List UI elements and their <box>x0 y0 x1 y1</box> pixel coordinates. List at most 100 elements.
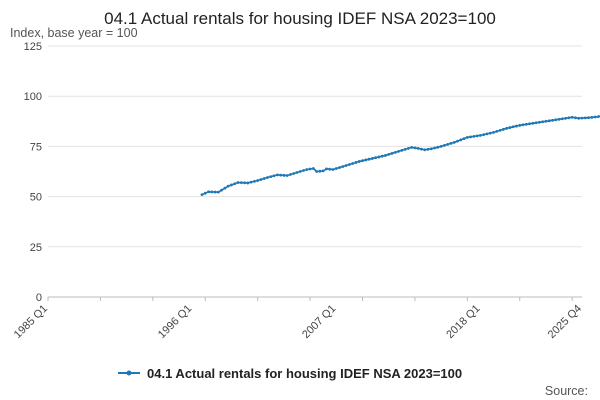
data-point <box>364 158 368 162</box>
data-point <box>462 137 466 141</box>
data-point <box>256 179 260 182</box>
x-tick-label: 1996 Q1 <box>156 303 194 341</box>
data-point <box>544 119 548 123</box>
data-point <box>439 145 443 148</box>
data-point <box>429 147 433 151</box>
data-point <box>203 191 207 195</box>
x-tick-label: 2007 Q1 <box>300 303 338 341</box>
data-point <box>226 184 230 188</box>
data-point <box>387 153 391 156</box>
data-point <box>325 167 328 171</box>
data-point <box>449 141 453 145</box>
chart-subtitle: Index, base year = 100 <box>10 26 138 40</box>
data-point <box>269 175 273 179</box>
data-point <box>446 142 450 146</box>
data-point <box>560 117 564 121</box>
data-point <box>406 147 410 150</box>
y-tick-label: 25 <box>30 242 42 254</box>
data-point <box>243 181 246 185</box>
data-point <box>488 131 492 135</box>
data-point <box>574 116 577 120</box>
data-point <box>302 169 305 172</box>
data-point <box>475 134 479 138</box>
data-point <box>367 157 371 161</box>
y-axis-ticks: 0 25 50 75 100 125 <box>24 41 42 304</box>
data-point <box>384 154 387 157</box>
data-point <box>311 167 315 170</box>
data-point <box>538 120 541 124</box>
data-point <box>285 174 289 177</box>
data-point <box>233 182 237 186</box>
data-point <box>495 129 499 133</box>
data-point <box>452 140 456 144</box>
data-point <box>338 166 341 169</box>
data-point <box>472 134 476 138</box>
data-point <box>279 173 282 177</box>
data-point <box>518 123 522 127</box>
data-point <box>515 124 518 128</box>
data-point <box>216 190 220 194</box>
data-point <box>547 119 551 123</box>
data-point <box>262 177 266 180</box>
data-point <box>590 115 594 119</box>
data-point <box>207 190 210 194</box>
legend-dot-marker <box>126 370 132 376</box>
data-point <box>305 168 309 171</box>
series-line <box>201 114 600 196</box>
data-point <box>587 116 590 120</box>
chart-title: 04.1 Actual rentals for housing IDEF NSA… <box>104 9 496 28</box>
data-point <box>433 146 436 150</box>
data-point <box>485 132 489 136</box>
data-point <box>266 176 269 179</box>
data-point <box>508 126 512 129</box>
data-point <box>236 181 240 184</box>
data-point <box>420 147 423 151</box>
source-label: Source: <box>545 384 588 398</box>
data-point <box>298 170 302 173</box>
data-point <box>459 138 463 142</box>
data-point <box>351 162 355 165</box>
data-point <box>230 183 233 187</box>
data-point <box>272 174 276 178</box>
data-point <box>400 149 404 152</box>
data-point <box>334 167 338 170</box>
data-point <box>456 139 459 143</box>
y-tick-label: 75 <box>30 141 42 153</box>
data-point <box>220 188 224 192</box>
data-point <box>370 157 374 160</box>
y-tick-label: 125 <box>24 41 42 53</box>
series-layer <box>200 114 600 196</box>
data-point <box>557 117 561 121</box>
data-point <box>423 148 427 152</box>
data-point <box>239 181 243 185</box>
data-point <box>318 169 322 173</box>
data-point <box>567 116 571 120</box>
data-point <box>570 115 574 119</box>
data-point <box>393 151 397 154</box>
data-point <box>361 159 364 163</box>
data-point <box>498 128 502 132</box>
data-point <box>596 115 600 119</box>
data-point <box>348 163 351 166</box>
data-point <box>210 190 214 194</box>
data-point <box>528 122 531 126</box>
data-point <box>577 116 581 120</box>
data-point <box>410 146 414 149</box>
data-point <box>551 118 554 122</box>
data-point <box>328 167 332 171</box>
x-tick-label: 2025 Q4 <box>546 303 584 341</box>
data-point <box>397 150 400 153</box>
data-point <box>443 144 446 147</box>
data-point <box>259 178 263 181</box>
data-point <box>501 127 505 131</box>
x-axis: 1985 Q1 1996 Q1 2007 Q1 2018 Q1 2025 Q4 <box>12 296 584 341</box>
data-point <box>482 133 486 137</box>
y-tick-label: 0 <box>36 292 42 304</box>
data-point <box>354 161 358 164</box>
data-point <box>200 193 204 196</box>
data-point <box>564 116 568 120</box>
data-point <box>521 123 525 127</box>
data-point <box>426 147 430 151</box>
data-point <box>465 135 469 139</box>
